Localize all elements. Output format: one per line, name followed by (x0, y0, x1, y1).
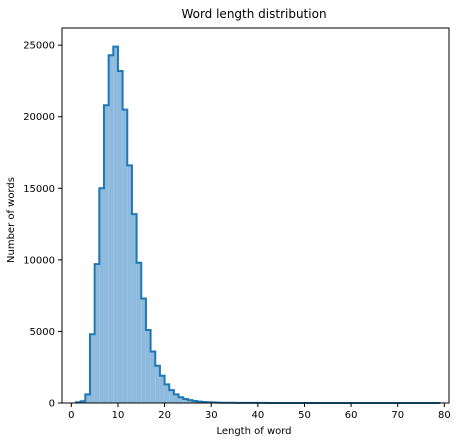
histogram-bar (85, 394, 90, 403)
histogram-bar (131, 214, 137, 403)
histogram-bar (103, 105, 109, 403)
x-tick-label: 50 (298, 410, 311, 421)
plot-frame (61, 27, 450, 404)
x-tick-label: 60 (345, 410, 358, 421)
histogram-bar (169, 390, 174, 403)
x-tick-label: 10 (112, 410, 125, 421)
y-axis-ticks: 0 5000 10000 15000 20000 25000 (23, 41, 62, 410)
histogram-bar (99, 188, 104, 403)
histogram-bar (141, 298, 146, 403)
histogram-bar (173, 394, 179, 403)
histogram-bar (178, 397, 184, 403)
y-tick-label: 25000 (23, 41, 55, 52)
histogram-bar (136, 262, 142, 403)
y-axis-label: Number of words (6, 177, 17, 263)
x-tick-label: 20 (158, 410, 171, 421)
histogram-bar (145, 330, 151, 403)
y-tick-label: 15000 (23, 184, 55, 195)
histogram-bar (122, 109, 128, 403)
histogram-bar (113, 46, 118, 404)
x-tick-label: 70 (391, 410, 404, 421)
x-axis-label: Length of word (216, 426, 291, 437)
histogram-bar (108, 55, 114, 403)
x-tick-label: 40 (251, 410, 264, 421)
y-tick-label: 5000 (30, 327, 55, 338)
y-tick-label: 0 (49, 399, 55, 410)
histogram-bar (150, 351, 156, 403)
y-tick-label: 10000 (23, 255, 55, 266)
histogram-bar (187, 400, 193, 403)
histogram-bar (117, 70, 123, 403)
x-tick-label: 0 (68, 410, 74, 421)
histogram-bars (75, 46, 440, 404)
histogram-bar (94, 264, 100, 403)
histogram-bar (89, 334, 95, 403)
x-tick-label: 80 (438, 410, 451, 421)
histogram-bar (183, 398, 188, 403)
histogram-bar (159, 375, 165, 403)
x-tick-label: 30 (205, 410, 218, 421)
histogram-bar (127, 165, 132, 403)
chart-title: Word length distribution (181, 7, 326, 21)
y-tick-label: 20000 (23, 112, 55, 123)
histogram-bar (164, 384, 170, 403)
x-axis-ticks: 0 10 20 30 40 50 60 70 80 (68, 403, 451, 421)
histogram-bar (155, 365, 160, 403)
